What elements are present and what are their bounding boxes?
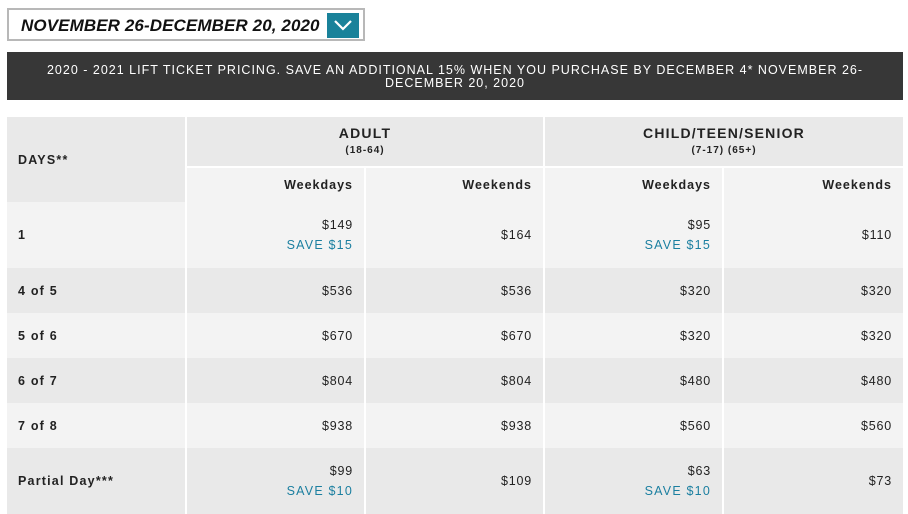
- price-cell: $670: [364, 313, 544, 358]
- price-cell: $480: [722, 358, 903, 403]
- child-teen-senior-group-age-range: (7-17) (65+): [691, 145, 757, 156]
- price-cell: $99 SAVE $10: [185, 448, 365, 514]
- price-cell: $670: [185, 313, 365, 358]
- price-cell: $95 SAVE $15: [543, 202, 723, 268]
- price-value: $63: [687, 464, 711, 478]
- price-cell: $110: [722, 202, 903, 268]
- child-teen-senior-group-title: CHILD/TEEN/SENIOR: [643, 125, 805, 141]
- price-cell: $804: [185, 358, 365, 403]
- price-value: $99: [329, 464, 353, 478]
- pricing-banner: 2020 - 2021 LIFT TICKET PRICING. SAVE AN…: [7, 52, 903, 100]
- price-value: $149: [321, 218, 353, 232]
- date-range-select[interactable]: NOVEMBER 26-DECEMBER 20, 2020: [7, 8, 365, 41]
- days-cell: 7 of 8: [7, 403, 186, 448]
- savings-note: SAVE $15: [644, 238, 711, 252]
- price-cell: $320: [722, 268, 903, 313]
- table-row: 7 of 8 $938 $938 $560 $560: [7, 403, 903, 448]
- price-cell: $73: [722, 448, 903, 514]
- savings-note: SAVE $10: [644, 484, 711, 498]
- days-cell: 6 of 7: [7, 358, 186, 403]
- adult-group-age-range: (18-64): [345, 145, 385, 156]
- price-value: $95: [687, 218, 711, 232]
- price-cell: $938: [364, 403, 544, 448]
- price-cell: $109: [364, 448, 544, 514]
- price-cell: $536: [364, 268, 544, 313]
- price-cell: $560: [543, 403, 723, 448]
- date-range-dropdown-button[interactable]: [327, 13, 359, 38]
- days-cell: 4 of 5: [7, 268, 186, 313]
- chevron-down-icon: [334, 20, 352, 31]
- price-cell: $804: [364, 358, 544, 403]
- table-row: 6 of 7 $804 $804 $480 $480: [7, 358, 903, 403]
- savings-note: SAVE $10: [286, 484, 353, 498]
- table-row: Partial Day*** $99 SAVE $10 $109 $63 SAV…: [7, 448, 903, 514]
- price-cell: $149 SAVE $15: [185, 202, 365, 268]
- price-cell: $938: [185, 403, 365, 448]
- cts-weekends-header: Weekends: [722, 167, 903, 202]
- price-cell: $164: [364, 202, 544, 268]
- table-row: 5 of 6 $670 $670 $320 $320: [7, 313, 903, 358]
- days-cell: 1: [7, 202, 186, 268]
- price-cell: $320: [722, 313, 903, 358]
- savings-note: SAVE $15: [286, 238, 353, 252]
- adult-weekends-header: Weekends: [364, 167, 544, 202]
- price-cell: $536: [185, 268, 365, 313]
- price-cell: $63 SAVE $10: [543, 448, 723, 514]
- days-cell: Partial Day***: [7, 448, 186, 514]
- cts-weekdays-header: Weekdays: [543, 167, 723, 202]
- adult-group-title: ADULT: [338, 125, 392, 141]
- price-cell: $480: [543, 358, 723, 403]
- days-column-header: DAYS**: [7, 117, 186, 202]
- table-row: 4 of 5 $536 $536 $320 $320: [7, 268, 903, 313]
- child-teen-senior-group-header: CHILD/TEEN/SENIOR (7-17) (65+): [543, 117, 903, 168]
- days-cell: 5 of 6: [7, 313, 186, 358]
- price-cell: $320: [543, 313, 723, 358]
- adult-weekdays-header: Weekdays: [185, 167, 365, 202]
- date-range-selected-value: NOVEMBER 26-DECEMBER 20, 2020: [21, 16, 320, 35]
- lift-ticket-pricing-table: DAYS** ADULT (18-64) CHILD/TEEN/SENIOR (…: [7, 117, 903, 514]
- price-cell: $320: [543, 268, 723, 313]
- price-cell: $560: [722, 403, 903, 448]
- adult-group-header: ADULT (18-64): [185, 117, 544, 168]
- pricing-banner-text: 2020 - 2021 LIFT TICKET PRICING. SAVE AN…: [46, 63, 864, 90]
- table-row: 1 $149 SAVE $15 $164 $95 SAVE $15 $110: [7, 202, 903, 268]
